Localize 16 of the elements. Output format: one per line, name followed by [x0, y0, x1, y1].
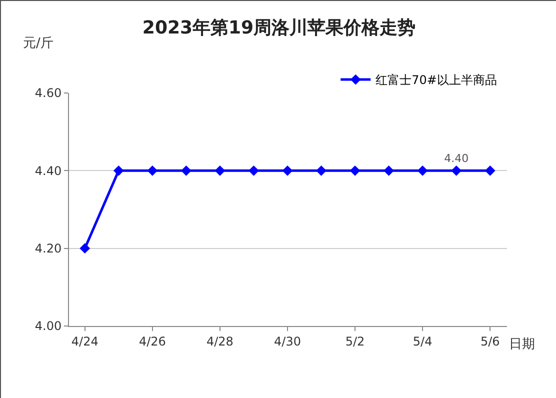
- y-tick-label: 4.00: [34, 319, 62, 334]
- x-tick-label: 5/2: [345, 334, 365, 348]
- y-tick-label: 4.40: [34, 164, 62, 178]
- x-axis-title: 日期: [509, 337, 535, 352]
- y-axis-title: 元/斤: [23, 36, 54, 51]
- x-tick-label: 4/24: [71, 334, 98, 348]
- legend-label: 红富士70#以上半商品: [376, 73, 497, 88]
- x-tick-label: 4/28: [206, 334, 234, 348]
- x-tick-label: 5/6: [480, 334, 500, 348]
- y-tick-label: 4.20: [34, 242, 62, 256]
- x-tick-label: 4/30: [274, 334, 301, 348]
- y-tick-label: 4.60: [34, 86, 62, 100]
- x-tick-label: 4/26: [138, 334, 166, 348]
- x-tick-label: 5/4: [412, 334, 432, 348]
- chart-title: 2023年第19周洛川苹果价格走势: [142, 18, 416, 38]
- data-label: 4.40: [444, 152, 469, 165]
